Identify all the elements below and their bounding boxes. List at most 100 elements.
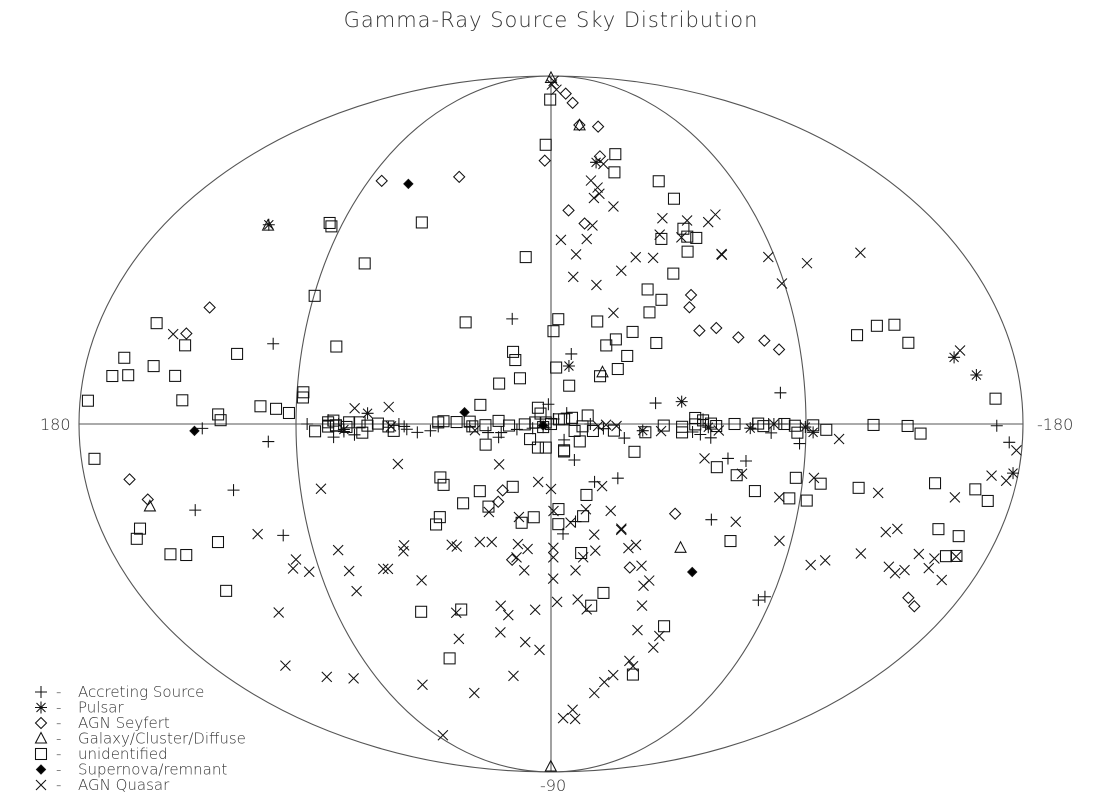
point-accreting — [739, 454, 752, 467]
point-unidentified — [730, 469, 743, 482]
legend-label: Accreting Source — [78, 683, 204, 701]
point-seyfert — [123, 473, 136, 486]
point-quasar — [773, 491, 785, 503]
point-quasar — [594, 188, 605, 200]
point-unidentified — [382, 420, 395, 433]
point-unidentified — [710, 420, 723, 433]
point-quasar — [801, 257, 813, 269]
point-accreting — [588, 475, 601, 488]
point-unidentified — [641, 283, 654, 296]
chart-title: Gamma-Ray Source Sky Distribution — [344, 8, 759, 32]
point-pulsar — [807, 426, 820, 439]
point-quasar — [513, 511, 525, 523]
point-unidentified — [585, 599, 598, 612]
point-unidentified — [459, 316, 472, 329]
asterisk-marker — [35, 701, 47, 714]
point-accreting — [227, 484, 240, 497]
point-unidentified — [437, 415, 450, 428]
point-galaxy — [573, 118, 586, 131]
point-quasar — [547, 542, 559, 554]
point-quasar — [986, 470, 997, 482]
point-quasar — [891, 523, 903, 535]
point-unidentified — [81, 394, 94, 407]
point-unidentified — [888, 318, 901, 331]
point-accreting — [611, 472, 624, 485]
point-quasar — [512, 538, 524, 550]
point-unidentified — [573, 435, 586, 448]
point-pulsar — [262, 218, 275, 231]
point-quasar — [716, 248, 727, 260]
point-quasar — [495, 600, 507, 612]
point-quasar — [167, 328, 179, 340]
point-quasar — [929, 553, 940, 564]
point-quasar — [630, 539, 642, 551]
point-unidentified — [901, 419, 914, 433]
legend-dash: - — [56, 699, 61, 717]
point-accreting — [765, 426, 778, 439]
point-unidentified — [147, 360, 160, 373]
point-unidentified — [552, 313, 565, 326]
point-unidentified — [552, 518, 565, 531]
point-unidentified — [689, 411, 702, 424]
point-quasar — [607, 669, 619, 681]
point-quasar — [713, 425, 725, 436]
point-unidentified — [325, 220, 338, 233]
point-seyfert — [593, 150, 607, 163]
point-unidentified — [106, 369, 119, 383]
y-axis-bottom-label: -90 — [540, 776, 566, 795]
point-unidentified — [430, 518, 443, 531]
point-quasar — [532, 476, 544, 488]
point-accreting — [267, 337, 280, 350]
point-unidentified — [807, 419, 820, 432]
point-quasar — [808, 472, 820, 484]
point-unidentified — [150, 317, 163, 330]
point-pulsar — [675, 395, 688, 408]
point-unidentified — [655, 293, 668, 306]
point-quasar — [581, 604, 593, 615]
square-marker — [34, 747, 48, 761]
point-unidentified — [591, 315, 604, 328]
point-quasar — [596, 480, 608, 492]
point-unidentified — [327, 414, 340, 427]
point-quasar — [570, 564, 581, 576]
point-quasar — [290, 554, 302, 565]
point-unidentified — [479, 419, 492, 432]
point-seyfert — [732, 331, 745, 344]
series-supernova — [189, 178, 698, 578]
point-quasar — [303, 566, 315, 578]
point-unidentified — [130, 532, 143, 545]
point-accreting — [277, 529, 290, 542]
diamond-marker — [34, 716, 48, 730]
point-unidentified — [724, 535, 737, 548]
point-quasar — [349, 402, 361, 414]
point-quasar — [611, 420, 622, 432]
point-accreting — [694, 428, 707, 441]
point-quasar — [805, 559, 817, 571]
legend-label: Galaxy/Cluster/Diffuse — [78, 730, 246, 748]
legend-label: AGN Quasar — [78, 776, 170, 794]
point-quasar — [855, 247, 866, 259]
point-unidentified — [356, 426, 369, 439]
point-unidentified — [308, 289, 321, 302]
point-unidentified — [580, 488, 593, 501]
point-quasar — [615, 523, 627, 535]
point-quasar — [508, 670, 519, 682]
point-quasar — [548, 505, 559, 517]
point-accreting — [568, 453, 581, 466]
x-axis-left-label: 180 — [40, 415, 71, 434]
point-quasar — [627, 660, 639, 672]
point-quasar — [647, 252, 659, 264]
point-quasar — [547, 573, 559, 585]
point-seyfert — [375, 174, 388, 188]
point-accreting — [398, 420, 411, 433]
point-quasar — [913, 548, 925, 560]
point-quasar — [923, 562, 935, 574]
point-unidentified — [576, 420, 589, 433]
legend: - Accreting Source- Pulsar- AGN Seyfert- Gal… — [34, 683, 246, 794]
point-pulsar — [1007, 467, 1020, 480]
point-quasar — [581, 233, 593, 245]
point-galaxy — [143, 499, 157, 512]
point-seyfert — [710, 321, 723, 335]
point-galaxy — [596, 365, 609, 378]
point-unidentified — [329, 419, 343, 432]
